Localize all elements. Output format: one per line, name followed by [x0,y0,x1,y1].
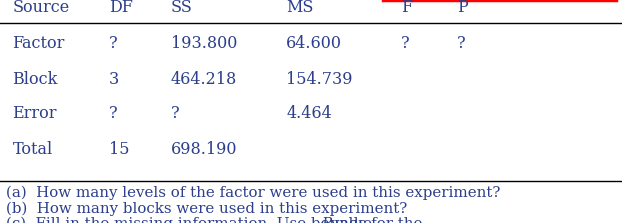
Text: 698.190: 698.190 [171,141,238,158]
Text: 464.218: 464.218 [171,71,238,88]
Text: 3: 3 [109,71,119,88]
Text: 64.600: 64.600 [286,35,342,52]
Text: -value.: -value. [326,217,377,223]
Text: Source: Source [12,0,70,16]
Text: DF: DF [109,0,132,16]
Text: Total: Total [12,141,53,158]
Text: SS: SS [171,0,193,16]
Text: ?: ? [401,35,410,52]
Text: (a)  How many levels of the factor were used in this experiment?: (a) How many levels of the factor were u… [6,186,501,200]
Text: Factor: Factor [12,35,65,52]
Text: ?: ? [171,105,180,122]
Text: 15: 15 [109,141,129,158]
Text: Block: Block [12,71,58,88]
Text: ?: ? [457,35,466,52]
Text: ?: ? [109,35,118,52]
Text: (b)  How many blocks were used in this experiment?: (b) How many blocks were used in this ex… [6,201,407,216]
Text: 193.800: 193.800 [171,35,238,52]
Text: F: F [401,0,412,16]
Text: 4.464: 4.464 [286,105,332,122]
Text: P: P [321,217,331,223]
Text: MS: MS [286,0,313,16]
Text: Error: Error [12,105,57,122]
Text: (c)  Fill in the missing information. Use bounds for the: (c) Fill in the missing information. Use… [6,217,427,223]
Text: 154.739: 154.739 [286,71,353,88]
Text: ?: ? [109,105,118,122]
Text: P: P [457,0,468,16]
